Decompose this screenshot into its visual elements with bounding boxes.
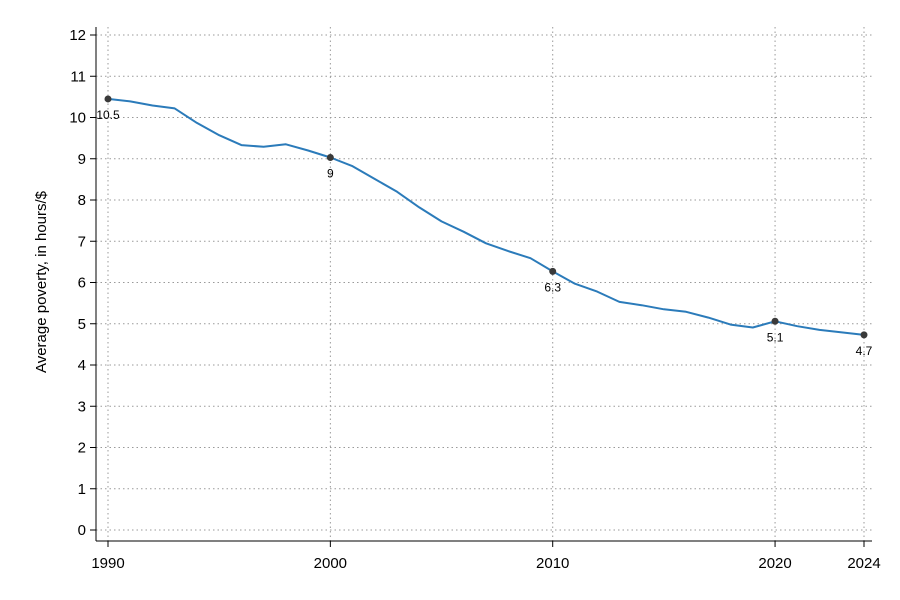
y-tick-label: 3: [78, 398, 86, 415]
marker-layer: 10.5 9 6.3 5.1 4.7: [96, 95, 873, 358]
y-tick-label: 10: [69, 110, 86, 127]
data-point-marker: [771, 317, 779, 325]
y-tick-label: 5: [78, 316, 86, 333]
x-tick-label: 2020: [758, 555, 791, 572]
y-tick-label: 6: [78, 275, 86, 292]
y-tick-label: 8: [78, 192, 86, 209]
y-tick-label: 2: [78, 440, 86, 457]
y-tick-label: 7: [78, 233, 86, 250]
data-label: 6.3: [544, 280, 561, 294]
data-label: 4.7: [856, 344, 873, 358]
x-tick-label: 2000: [314, 555, 347, 572]
y-tick-label: 0: [78, 522, 86, 539]
x-tick-label: 1990: [91, 555, 124, 572]
grid-layer: [96, 27, 872, 541]
data-point-marker: [549, 267, 557, 275]
x-tick-label: 2024: [847, 555, 880, 572]
data-label: 10.5: [96, 108, 120, 122]
series-layer: [107, 97, 865, 336]
data-point-marker: [860, 331, 868, 339]
y-tick-label: 4: [78, 357, 86, 374]
y-tick-label: 9: [78, 151, 86, 168]
series-line-0: [107, 97, 865, 336]
y-tick-label: 1: [78, 481, 86, 498]
data-point-marker: [326, 154, 334, 162]
data-label: 9: [327, 167, 334, 181]
y-axis-title: Average poverty, in hours/$: [33, 190, 50, 373]
y-tick-label: 12: [69, 27, 86, 44]
data-label: 5.1: [767, 330, 784, 344]
data-point-marker: [104, 95, 112, 103]
x-tick-label: 2010: [536, 555, 569, 572]
y-tick-label: 11: [70, 68, 86, 85]
